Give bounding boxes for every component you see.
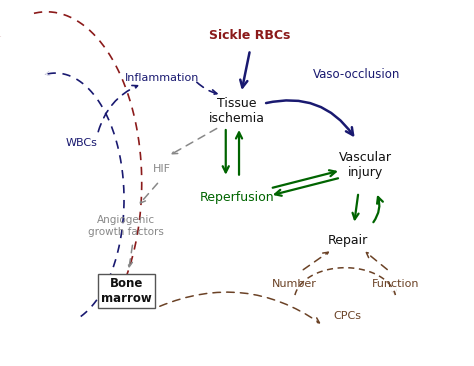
Text: Vaso-occlusion: Vaso-occlusion <box>312 68 400 81</box>
Text: Number: Number <box>272 279 317 289</box>
Text: Inflammation: Inflammation <box>125 74 199 83</box>
Text: Bone
marrow: Bone marrow <box>101 277 152 305</box>
Text: Repair: Repair <box>327 234 367 247</box>
Text: Vascular
injury: Vascular injury <box>338 151 392 179</box>
Text: CPCs: CPCs <box>333 311 361 321</box>
Text: HIF: HIF <box>153 164 171 173</box>
Text: WBCs: WBCs <box>66 138 98 148</box>
Text: Function: Function <box>372 279 420 289</box>
Text: Tissue
ischemia: Tissue ischemia <box>209 97 265 125</box>
Text: Sickle RBCs: Sickle RBCs <box>210 29 291 42</box>
Text: Angiogenic
growth factors: Angiogenic growth factors <box>88 216 164 237</box>
Text: Reperfusion: Reperfusion <box>200 191 274 204</box>
